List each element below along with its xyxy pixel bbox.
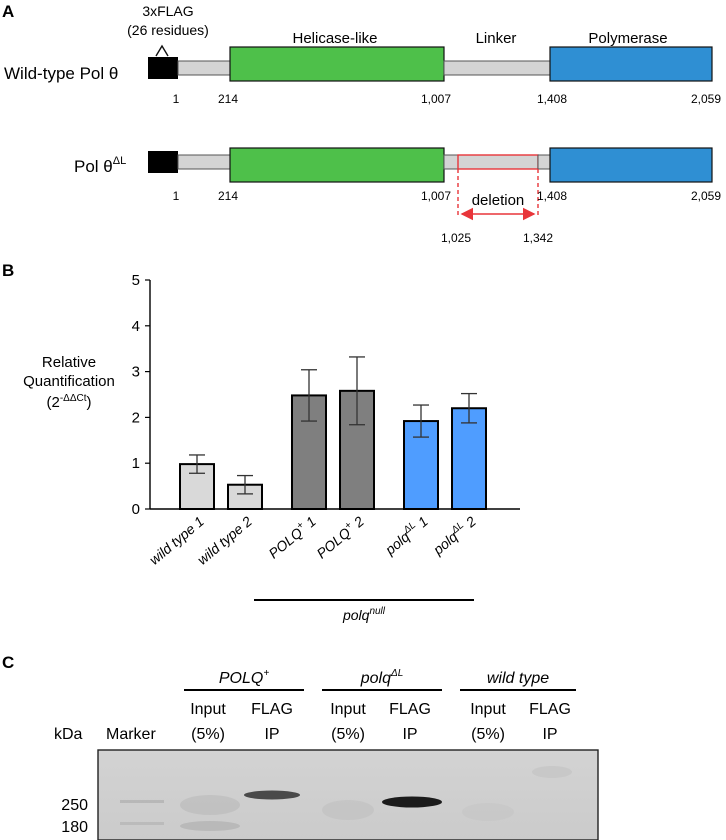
marker-band-180: [120, 822, 164, 825]
group-label-polq-plus: POLQ+: [219, 668, 269, 687]
linker-residual-left: [443, 154, 459, 170]
lane-polq-dl-input-bottom: (5%): [331, 726, 365, 743]
mw-marker-180: 180: [61, 819, 88, 836]
panel-a-letter: A: [2, 2, 14, 21]
flag-tag-dl: [148, 151, 178, 173]
polq-null-label: polqnull: [342, 606, 386, 623]
y-tick-label: 3: [132, 364, 140, 381]
wt-pos-214: 214: [218, 92, 238, 106]
y-tick-label: 1: [132, 455, 140, 472]
category-label-sup: +: [295, 520, 307, 532]
dl-pos-1007: 1,007: [421, 189, 451, 203]
input-band-polq-plus: [180, 821, 240, 831]
n-terminal-region-wt: [177, 60, 231, 76]
category-label: POLQ+ 1: [265, 512, 319, 561]
construct-wt-label: Wild-type Pol θ: [4, 64, 118, 83]
linker-residual-right: [537, 154, 551, 170]
deletion-box: [457, 154, 539, 170]
y-axis-label-line1: Relative: [42, 354, 96, 371]
category-label: polqΔL 1: [381, 512, 431, 558]
linker-region-wt: [443, 60, 551, 76]
input-smear-wt: [462, 803, 514, 821]
helicase-domain-dl: [229, 147, 445, 183]
western-blot: [97, 749, 599, 840]
category-label: polqΔL 2: [429, 512, 479, 558]
flag-tag-wt: [148, 57, 178, 79]
ip-band-polq-plus: [244, 790, 300, 800]
flag-tag-label-line2: (26 residues): [127, 22, 209, 38]
group-polq-dl-sup: ΔL: [390, 668, 403, 679]
wt-pos-1408: 1,408: [537, 92, 567, 106]
wt-pos-1007: 1,007: [421, 92, 451, 106]
helicase-label: Helicase-like: [292, 30, 377, 47]
dl-pos-214: 214: [218, 189, 238, 203]
wt-pos-1: 1: [173, 92, 180, 106]
y-axis-label-line3: (2-ΔΔCt): [46, 393, 91, 411]
panel-c-letter: C: [2, 653, 14, 672]
lane-wt-ip-bottom: IP: [542, 726, 557, 743]
lane-polq-plus-input-bottom: (5%): [191, 726, 225, 743]
category-label-sup: +: [343, 520, 355, 532]
kda-label: kDa: [54, 726, 83, 743]
lane-polq-dl-ip-top: FLAG: [389, 701, 431, 718]
construct-dl-label-base: Pol θ: [74, 157, 113, 176]
lane-wt-input-top: Input: [470, 701, 506, 718]
n-terminal-region-dl: [177, 154, 231, 170]
deletion-label: deletion: [472, 192, 525, 209]
dl-pos-1408: 1,408: [537, 189, 567, 203]
deletion-end-pos: 1,342: [523, 231, 553, 245]
polymerase-domain-wt: [549, 46, 713, 82]
input-smear-polq-dl: [322, 800, 374, 820]
polymerase-label: Polymerase: [588, 30, 667, 47]
bar: [451, 407, 487, 510]
construct-dl-label-sup: ΔL: [113, 155, 126, 167]
background-smear-wt: [532, 766, 572, 778]
lane-polq-plus-input-top: Input: [190, 701, 226, 718]
deletion-start-pos: 1,025: [441, 231, 471, 245]
input-smear-polq-plus: [180, 795, 240, 815]
wt-pos-2059: 2,059: [691, 92, 721, 106]
lane-wt-ip-top: FLAG: [529, 701, 571, 718]
lane-polq-plus-ip-top: FLAG: [251, 701, 293, 718]
group-label-wild-type: wild type: [487, 670, 549, 687]
group-polq-plus-sup: +: [263, 668, 269, 679]
dl-pos-1: 1: [173, 189, 180, 203]
mw-marker-250: 250: [61, 797, 88, 814]
marker-band-250: [120, 800, 164, 803]
linker-label: Linker: [476, 30, 517, 47]
marker-lane-label: Marker: [106, 726, 156, 743]
flag-tag-label-line1: 3xFLAG: [142, 3, 193, 19]
construct-dl-label: Pol θΔL: [74, 155, 126, 176]
lane-polq-dl-ip-bottom: IP: [402, 726, 417, 743]
y-tick-label: 2: [132, 409, 140, 426]
y-tick-label: 0: [132, 501, 140, 518]
polymerase-domain-dl: [549, 147, 713, 183]
y-tick-label: 5: [132, 272, 140, 289]
lane-polq-plus-ip-bottom: IP: [264, 726, 279, 743]
flag-tag-caret: [155, 44, 169, 57]
lane-wt-input-bottom: (5%): [471, 726, 505, 743]
lane-polq-dl-input-top: Input: [330, 701, 366, 718]
y-unit-end: ): [87, 394, 92, 411]
y-tick-label: 4: [132, 318, 140, 335]
dl-pos-2059: 2,059: [691, 189, 721, 203]
polq-null-sup: null: [369, 606, 385, 617]
polq-null-base: polq: [342, 607, 370, 623]
panel-b-letter: B: [2, 261, 14, 280]
ip-band-polq-dl: [382, 796, 442, 808]
y-unit-sup: -ΔΔCt: [60, 393, 87, 404]
y-unit-base: (2: [46, 394, 59, 411]
group-polq-dl-base: polq: [360, 670, 391, 687]
group-label-polq-dl: polqΔL: [360, 668, 404, 687]
group-polq-plus-base: POLQ: [219, 670, 263, 687]
blot-membrane: [97, 749, 599, 840]
category-label: POLQ+ 2: [313, 512, 367, 561]
helicase-domain-wt: [229, 46, 445, 82]
y-axis-label-line2: Quantification: [23, 373, 115, 390]
